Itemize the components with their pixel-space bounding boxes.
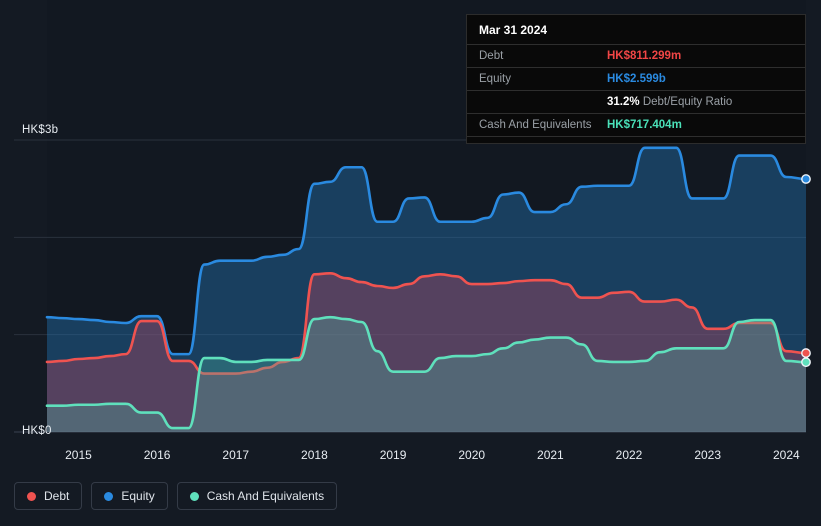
legend-color-dot-icon <box>104 491 114 501</box>
tooltip-row-cash: Cash And Equivalents HK$717.404m <box>467 113 805 136</box>
x-axis-tick-2024: 2024 <box>772 448 800 462</box>
area-fill-debt <box>47 273 806 432</box>
y-axis-bottom-label: HK$0 <box>22 425 52 437</box>
series-line-cash-and-equivalents <box>45 315 808 430</box>
x-axis-tick-2016: 2016 <box>143 448 171 462</box>
data-tooltip: Mar 31 2024 Debt HK$811.299m Equity HK$2… <box>466 14 806 144</box>
tooltip-ratio-label: Debt/Equity Ratio <box>642 96 733 108</box>
legend-item-cash-and-equivalents[interactable]: Cash And Equivalents <box>176 482 338 510</box>
tooltip-row-ratio: 31.2% Debt/Equity Ratio <box>467 90 805 113</box>
series-line-equity <box>45 146 808 356</box>
x-axis-tick-2017: 2017 <box>222 448 250 462</box>
x-axis-tick-2019: 2019 <box>379 448 407 462</box>
x-axis-tick-2020: 2020 <box>458 448 486 462</box>
tooltip-row-debt: Debt HK$811.299m <box>467 44 805 67</box>
legend-color-dot-icon <box>27 491 36 501</box>
area-fill-cash-and-equivalents <box>47 317 806 432</box>
tooltip-date: Mar 31 2024 <box>479 23 548 37</box>
tooltip-debt-label: Debt <box>479 50 504 62</box>
x-axis-tick-2015: 2015 <box>65 448 92 462</box>
legend-color-dot-icon <box>189 491 199 501</box>
tooltip-debt-value: HK$811.299m <box>607 50 682 62</box>
endpoint-marker-equity <box>801 174 811 184</box>
tooltip-footer-divider <box>467 136 805 143</box>
x-axis-tick-2018: 2018 <box>301 448 328 462</box>
tooltip-cash-value: HK$717.404m <box>607 119 682 131</box>
x-axis-tick-2021: 2021 <box>537 448 564 462</box>
y-axis-top-label: HK$3b <box>22 124 59 136</box>
legend-item-label: Equity <box>121 489 155 503</box>
legend-item-equity[interactable]: Equity <box>91 482 168 510</box>
endpoint-marker-debt <box>801 348 811 358</box>
x-axis-tick-2022: 2022 <box>615 448 643 462</box>
endpoint-marker-cash-and-equivalents <box>801 357 811 368</box>
tooltip-row-equity: Equity HK$2.599b <box>467 67 805 90</box>
series-line-debt <box>45 272 808 375</box>
tooltip-cash-label: Cash And Equivalents <box>479 119 592 131</box>
chart-legend: Debt Equity Cash And Equivalents <box>14 482 338 510</box>
legend-item-label: Debt <box>44 489 70 503</box>
tooltip-equity-value: HK$2.599b <box>607 73 666 85</box>
tooltip-ratio-percent: 31.2% <box>607 96 640 108</box>
tooltip-equity-label: Equity <box>479 73 511 85</box>
legend-item-debt[interactable]: Debt <box>14 482 83 510</box>
x-axis-tick-2023: 2023 <box>694 448 722 462</box>
legend-item-label: Cash And Equivalents <box>206 489 325 503</box>
